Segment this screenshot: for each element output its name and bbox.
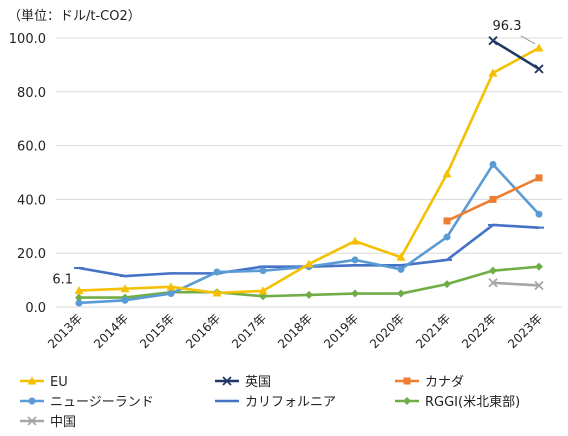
series-point-marker [397, 290, 405, 298]
series-point-marker [122, 297, 129, 304]
legend-item: 英国 [215, 375, 271, 390]
x-axis-ticks: 2013年 2014年 2015年 2016年 2017年 2018年 2019年 2020年… [45, 311, 545, 351]
series-point-marker [535, 43, 544, 51]
legend-label: 中国 [50, 415, 76, 430]
legend-item: EU [20, 375, 68, 390]
series-point-marker [443, 280, 451, 288]
series-point-marker [352, 256, 359, 263]
legend-label: ニュージーランド [50, 395, 154, 410]
series-point-marker [214, 269, 221, 276]
series-point-marker [535, 65, 543, 73]
legend-label: EU [50, 375, 68, 390]
x-tick-label: 2020年 [367, 311, 407, 351]
x-tick-label: 2014年 [91, 311, 131, 351]
series-ニュージーランド [76, 161, 543, 307]
series-point-marker [490, 196, 497, 203]
legend-item: RGGI(米北東部) [395, 394, 520, 410]
series-point-marker [536, 174, 543, 181]
x-tick-label: 2022年 [459, 311, 499, 351]
series-point-marker [489, 267, 497, 275]
series-point-marker [351, 290, 359, 298]
data-label-leader [521, 36, 535, 44]
series-point-marker [305, 291, 313, 299]
legend-item: 中国 [20, 415, 76, 430]
y-tick-label: 20.0 [17, 247, 46, 262]
legend-item: カナダ [395, 375, 464, 390]
y-tick-label: 100.0 [9, 32, 46, 47]
legend-marker-marker [29, 398, 36, 405]
x-tick-label: 2013年 [45, 311, 85, 351]
data-label: 96.3 [493, 19, 522, 34]
series-line [79, 164, 539, 303]
legend-label: カナダ [425, 375, 464, 390]
series-point-marker [443, 169, 452, 177]
x-tick-label: 2017年 [229, 311, 269, 351]
series-line [493, 283, 539, 286]
x-tick-label: 2023年 [505, 311, 545, 351]
series-point-marker [444, 234, 451, 241]
series-point-marker [398, 266, 405, 273]
legend-marker-marker [404, 378, 411, 385]
y-tick-label: 40.0 [17, 193, 46, 208]
legend-marker-marker [403, 397, 411, 405]
y-tick-label: 0.0 [25, 301, 46, 316]
x-tick-label: 2016年 [183, 311, 223, 351]
series-point-marker [260, 267, 267, 274]
series-英国 [489, 37, 543, 73]
series-point-marker [76, 299, 83, 306]
series-point-marker [351, 237, 360, 245]
series-EU [75, 43, 544, 296]
series-point-marker [536, 211, 543, 218]
series-中国 [489, 279, 543, 290]
series-lines [74, 37, 544, 307]
x-tick-label: 2015年 [137, 311, 177, 351]
series-point-marker [490, 161, 497, 168]
series-point-marker [535, 263, 543, 271]
unit-label: （単位：ドル/t-CO2） [8, 8, 141, 24]
y-tick-label: 80.0 [17, 86, 46, 101]
y-axis-ticks: 0.0 20.0 40.0 60.0 80.0 100.0 [9, 32, 46, 316]
legend-item: ニュージーランド [20, 395, 154, 410]
legend-item: カリフォルニア [215, 395, 336, 410]
series-line [79, 48, 539, 293]
x-tick-label: 2018年 [275, 311, 315, 351]
legend-label: カリフォルニア [245, 395, 336, 410]
data-label: 6.1 [52, 273, 73, 288]
x-tick-label: 2019年 [321, 311, 361, 351]
series-line [493, 41, 539, 69]
legend-label: RGGI(米北東部) [425, 394, 520, 410]
series-point-marker [168, 290, 175, 297]
legend-label: 英国 [245, 375, 271, 390]
y-tick-label: 60.0 [17, 140, 46, 155]
x-tick-label: 2021年 [413, 311, 453, 351]
series-point-marker [444, 217, 451, 224]
